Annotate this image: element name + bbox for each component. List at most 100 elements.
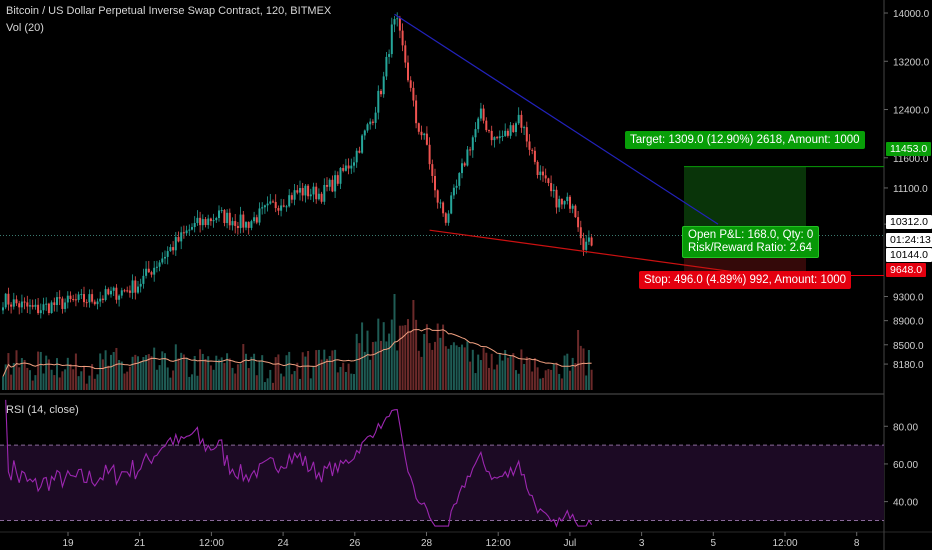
volume-bar [401,325,404,390]
volume-bar [382,322,385,390]
candle [479,108,482,119]
volume-bar [37,351,40,390]
candle [552,189,555,192]
candle [88,294,91,303]
volume-bar [434,341,436,390]
candle [110,290,112,295]
volume-bar [501,360,504,390]
candle [126,290,129,292]
volume-bar [74,353,77,390]
volume-bar [147,354,150,390]
candle [245,222,247,228]
volume-bars [2,294,593,390]
volume-bar [293,371,296,390]
countdown-tag: 01:24:13 [886,233,932,247]
volume-bar [309,378,312,390]
candle [280,205,283,211]
candle [477,118,480,130]
price-tick-label: 12400.0 [893,106,930,117]
candle [566,196,569,202]
volume-bar [39,351,42,390]
volume-bar [118,360,121,390]
volume-bar [409,330,412,390]
candle [525,127,528,142]
volume-bar [120,361,123,390]
volume-bar [99,353,102,390]
candle [328,179,331,187]
price-tick-label: 9300.0 [893,293,924,304]
candle [191,227,193,230]
candle [236,225,239,229]
volume-bar [2,376,4,390]
volume-bar [137,356,139,390]
pnl-box[interactable]: Open P&L: 168.0, Qty: 0 Risk/Reward Rati… [682,226,820,258]
volume-bar [579,345,582,390]
volume-bar [53,375,56,390]
candle [263,205,266,208]
target-label[interactable]: Target: 1309.0 (12.90%) 2618, Amount: 10… [625,131,865,149]
volume-bar [496,364,499,390]
candle [7,293,10,305]
volume-bar [123,373,126,390]
lower-trendline[interactable] [429,229,761,277]
candle [560,198,563,205]
candle [180,232,183,242]
time-tick-label: 19 [62,538,74,549]
candle [382,76,385,95]
volume-bar [477,354,480,390]
volume-bar [277,354,280,390]
candle [99,298,102,302]
candle [131,280,134,293]
volume-bar [380,340,382,390]
candle [425,133,428,145]
volume-bar [20,358,23,390]
volume-bar [215,355,218,390]
candle [134,280,137,293]
stop-label[interactable]: Stop: 496.0 (4.89%) 992, Amount: 1000 [639,271,852,289]
candle [385,56,388,77]
candle [504,130,507,136]
candle [153,267,156,275]
volume-bar [488,367,490,390]
volume-bar [220,357,223,390]
candle [218,210,220,218]
candle [315,186,318,200]
candle [517,114,520,124]
candle [226,212,229,223]
volume-bar [242,344,245,390]
price-tick-label: 14000.0 [893,9,930,20]
volume-bar [234,373,237,390]
volume-bar [442,324,445,390]
candle [458,173,461,186]
candle [215,217,218,221]
volume-bar [128,366,131,390]
candle [444,213,447,223]
candle [185,230,188,234]
volume-bar [417,350,420,390]
volume-bar [458,347,461,390]
candle [61,298,64,309]
candle [118,295,121,300]
candle [255,217,258,223]
rsi-tick-label: 40.00 [893,498,918,509]
volume-bar [463,347,466,390]
volume-bar [420,356,423,390]
volume-bar [525,356,528,390]
entry-price-tag: 10144.0 [886,248,932,262]
time-tick-label: 28 [421,538,433,549]
candle [428,144,431,165]
upper-trendline[interactable] [394,13,719,225]
candle [107,289,110,295]
price-tick-label: 8500.0 [893,341,924,352]
candle [239,214,242,229]
volume-bar [263,382,266,390]
candle [2,307,4,311]
volume-bar [280,373,283,390]
volume-bar [134,354,137,390]
volume-bar [334,349,337,390]
volume-bar [47,359,50,390]
candle [174,237,177,251]
candle [363,130,366,136]
volume-bar [323,349,326,390]
